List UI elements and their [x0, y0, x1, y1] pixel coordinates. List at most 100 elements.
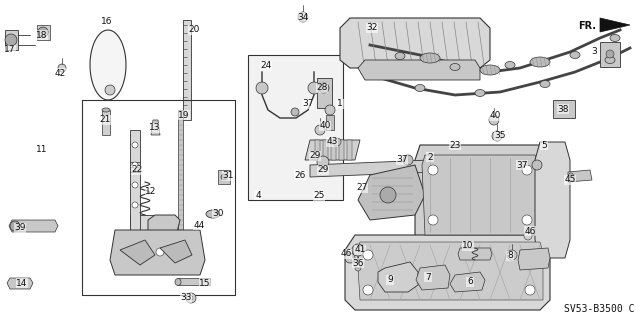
Text: 44: 44	[193, 220, 205, 229]
Text: FR.: FR.	[578, 21, 596, 31]
Text: 46: 46	[524, 226, 536, 235]
Bar	[347, 140, 352, 160]
Circle shape	[428, 215, 438, 225]
Ellipse shape	[475, 90, 485, 97]
Circle shape	[156, 248, 164, 256]
Text: 18: 18	[36, 31, 48, 40]
Text: 45: 45	[564, 175, 576, 184]
Circle shape	[606, 50, 614, 58]
Text: 3: 3	[591, 48, 597, 56]
Circle shape	[38, 27, 48, 37]
Polygon shape	[310, 160, 435, 177]
Text: 20: 20	[188, 26, 200, 34]
Circle shape	[355, 265, 361, 271]
Bar	[323, 140, 328, 160]
Circle shape	[186, 293, 196, 303]
Circle shape	[525, 285, 535, 295]
Ellipse shape	[450, 63, 460, 70]
Circle shape	[132, 202, 138, 208]
Ellipse shape	[530, 57, 550, 67]
Text: 2: 2	[427, 152, 433, 161]
Bar	[183, 20, 191, 120]
Text: 35: 35	[494, 131, 506, 140]
Text: 34: 34	[298, 12, 308, 21]
Circle shape	[428, 165, 438, 175]
Circle shape	[524, 232, 532, 240]
Polygon shape	[358, 60, 480, 80]
Circle shape	[189, 296, 193, 300]
Polygon shape	[518, 248, 550, 270]
Bar	[102, 110, 110, 135]
Text: 40: 40	[319, 122, 331, 130]
Ellipse shape	[540, 80, 550, 87]
Ellipse shape	[102, 108, 110, 112]
Text: 25: 25	[314, 191, 324, 201]
Polygon shape	[416, 265, 450, 290]
Circle shape	[126, 248, 134, 256]
Ellipse shape	[175, 278, 181, 286]
Circle shape	[221, 174, 227, 180]
Ellipse shape	[505, 62, 515, 69]
Text: 29: 29	[309, 152, 321, 160]
Polygon shape	[340, 18, 490, 68]
Ellipse shape	[605, 56, 615, 63]
Ellipse shape	[206, 210, 220, 218]
Circle shape	[354, 260, 362, 268]
Bar	[326, 115, 334, 130]
Polygon shape	[90, 30, 126, 100]
Text: 36: 36	[352, 258, 364, 268]
Text: 43: 43	[326, 137, 338, 146]
Circle shape	[345, 253, 355, 263]
Text: 21: 21	[99, 115, 111, 124]
Ellipse shape	[610, 34, 620, 41]
Text: 19: 19	[179, 110, 189, 120]
Text: 22: 22	[131, 166, 143, 174]
Circle shape	[181, 248, 189, 256]
Text: 17: 17	[4, 46, 16, 55]
Text: 37: 37	[396, 155, 408, 165]
Text: 12: 12	[145, 188, 157, 197]
Polygon shape	[130, 215, 155, 245]
Circle shape	[380, 187, 396, 203]
Circle shape	[315, 125, 325, 135]
Polygon shape	[415, 145, 545, 255]
Text: 4: 4	[255, 190, 261, 199]
Text: 37: 37	[516, 160, 528, 169]
Polygon shape	[358, 165, 425, 220]
Text: 15: 15	[199, 278, 211, 287]
Text: 1: 1	[337, 100, 343, 108]
Circle shape	[319, 83, 329, 93]
Text: 30: 30	[212, 209, 224, 218]
Polygon shape	[37, 25, 50, 40]
Circle shape	[403, 155, 413, 165]
Polygon shape	[7, 278, 33, 289]
Ellipse shape	[570, 51, 580, 58]
Text: 41: 41	[355, 246, 365, 255]
Text: 8: 8	[507, 251, 513, 261]
Circle shape	[10, 221, 20, 231]
Text: 11: 11	[36, 145, 48, 154]
Polygon shape	[305, 140, 360, 160]
Ellipse shape	[395, 53, 405, 60]
Text: 40: 40	[490, 112, 500, 121]
Circle shape	[507, 250, 517, 260]
Bar	[248, 55, 343, 200]
Text: 38: 38	[557, 105, 569, 114]
Polygon shape	[450, 272, 485, 292]
Polygon shape	[357, 242, 543, 300]
Text: SV53-B3500 C: SV53-B3500 C	[564, 304, 635, 314]
Polygon shape	[151, 120, 160, 135]
Text: 27: 27	[356, 183, 368, 192]
Text: 39: 39	[14, 224, 26, 233]
Text: 6: 6	[467, 278, 473, 286]
Circle shape	[352, 244, 364, 256]
Text: 24: 24	[260, 62, 271, 70]
Text: 5: 5	[541, 140, 547, 150]
Text: 28: 28	[316, 84, 328, 93]
Bar	[130, 162, 140, 172]
Polygon shape	[110, 230, 205, 275]
Circle shape	[105, 85, 115, 95]
Polygon shape	[422, 155, 538, 235]
Bar	[331, 140, 336, 160]
Circle shape	[325, 105, 335, 115]
